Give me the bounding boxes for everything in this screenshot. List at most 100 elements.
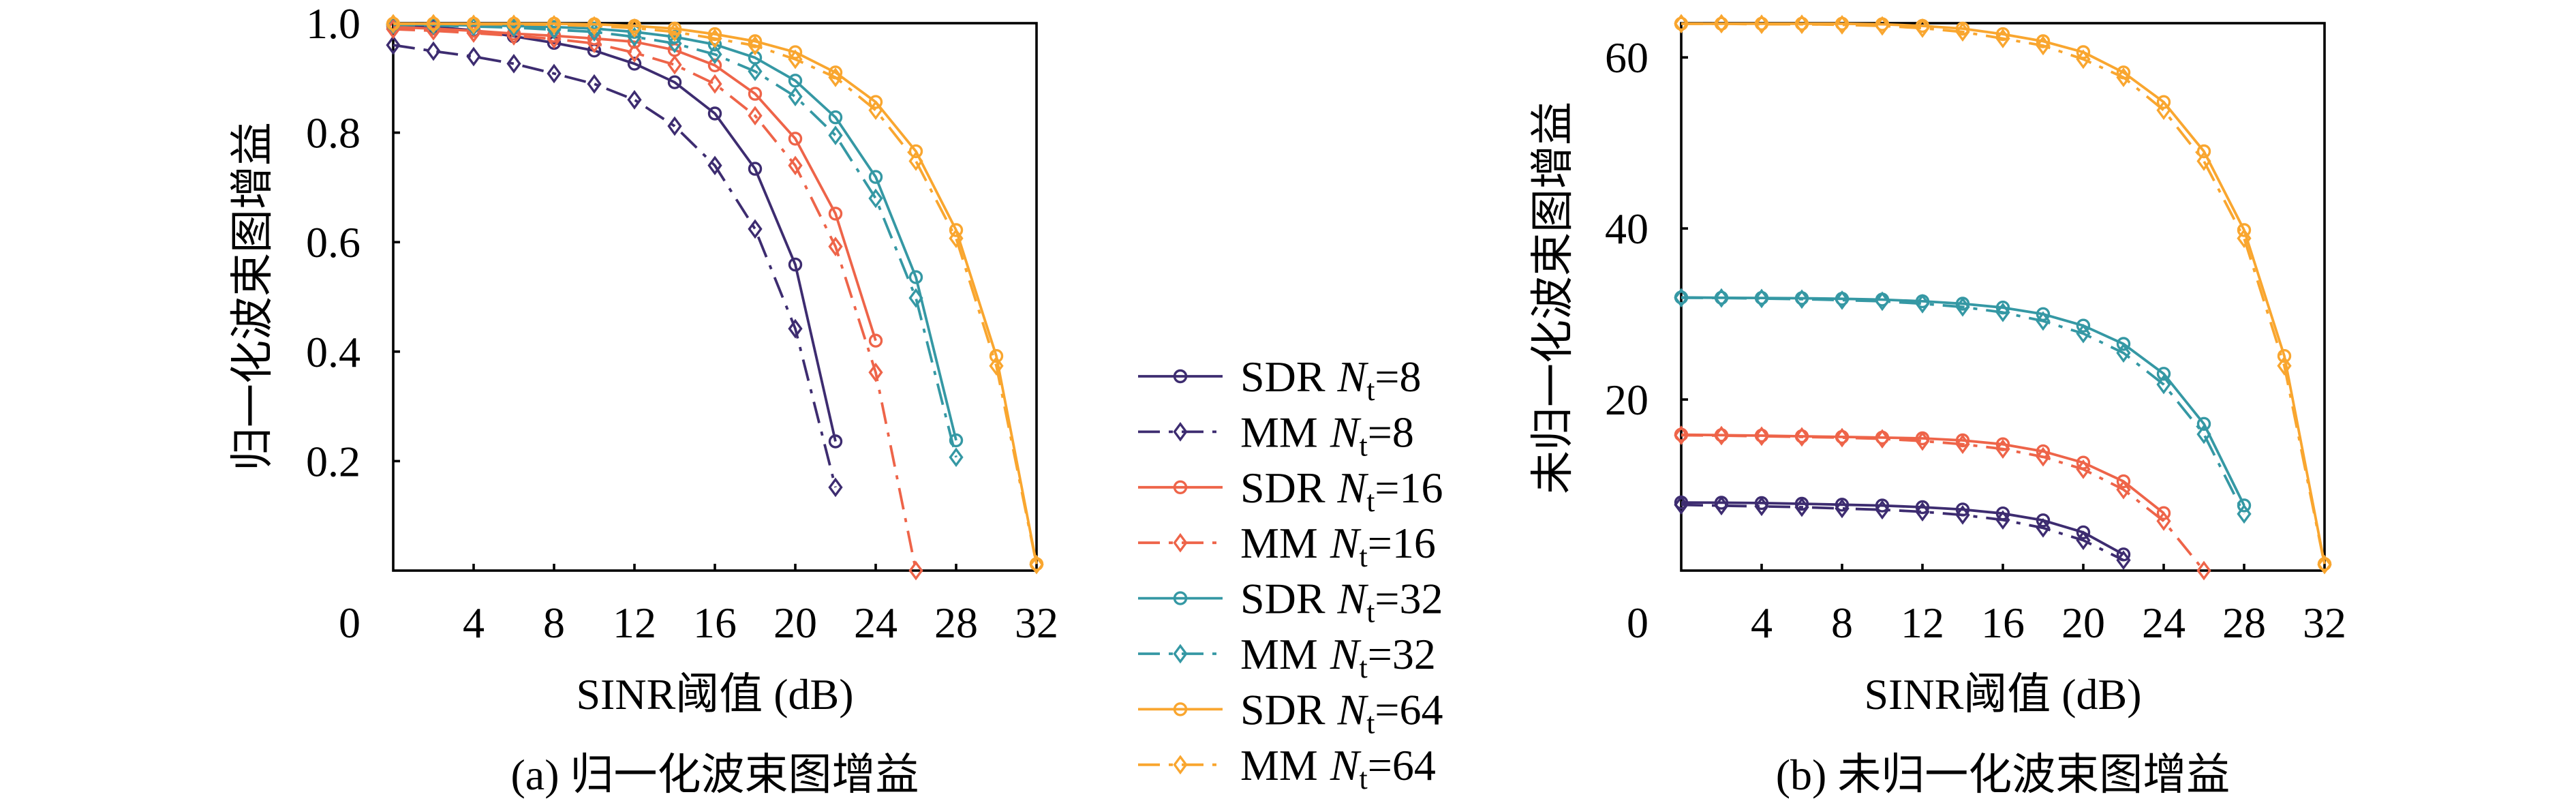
x-tick-label: 32 (1015, 599, 1058, 647)
x-tick-label: 12 (613, 599, 656, 647)
data-point-marker (1714, 496, 1729, 516)
data-point-marker (908, 151, 923, 171)
data-point-marker (1029, 554, 1044, 575)
legend-label: SDR Nt=8 (1240, 352, 1422, 407)
y-tick-label: 40 (1605, 205, 1649, 253)
y-tick-label: 60 (1605, 33, 1649, 82)
legend-equals: = (1368, 741, 1392, 789)
legend-subscript: t (1366, 485, 1375, 518)
x-tick-label: 32 (2303, 599, 2346, 647)
legend-method: MM (1240, 408, 1318, 456)
legend-label: SDR Nt=32 (1240, 575, 1443, 629)
data-point-marker (627, 43, 642, 63)
data-point-marker (1835, 427, 1850, 448)
legend-subscript: t (1366, 374, 1375, 407)
y-tick-label: 0.4 (306, 328, 361, 376)
legend-subscript: t (1360, 429, 1368, 462)
data-point-marker (2196, 417, 2211, 431)
legend-subscript: t (1360, 540, 1368, 573)
data-point-marker (2036, 513, 2051, 528)
legend-nt-value: 16 (1392, 519, 1436, 567)
data-point-marker (587, 33, 602, 54)
axes: 4 8 12 16 20 24 28 32 0.2 0.4 0.6 0.8 1.0 0 (306, 0, 1058, 647)
x-tick-label: 28 (934, 599, 978, 647)
data-point-marker (2156, 95, 2171, 109)
data-point-marker (1794, 427, 1809, 447)
data-point-marker (2076, 525, 2091, 540)
series-line (393, 23, 957, 458)
data-point-marker (2036, 518, 2051, 538)
data-point-marker (828, 237, 843, 256)
data-point-marker (707, 44, 722, 65)
data-point-marker (667, 33, 682, 54)
legend-symbol: N (1330, 741, 1362, 789)
origin-tick-label: 0 (1627, 599, 1649, 647)
data-point-marker (1754, 496, 1769, 517)
plot-area (386, 14, 1044, 581)
series-sdr-nt-8 (1674, 495, 2131, 562)
legend-method: SDR (1240, 575, 1325, 623)
data-point-marker (2156, 100, 2171, 121)
data-point-marker (466, 46, 481, 67)
data-point-marker (667, 75, 682, 89)
data-point-marker (2156, 511, 2171, 531)
legend-marker (1173, 422, 1188, 442)
legend-equals: = (1368, 630, 1392, 678)
data-point-marker (2116, 343, 2131, 363)
data-point-marker (1674, 495, 1689, 515)
data-point-marker (2196, 560, 2211, 581)
data-point-marker (1995, 439, 2010, 459)
data-point-marker (547, 63, 562, 84)
data-point-marker (2116, 337, 2131, 351)
legend-method: MM (1240, 630, 1318, 678)
legend-subscript: t (1366, 596, 1375, 629)
panel-caption: (b) 未归一化波束图增益 (1776, 751, 2230, 799)
data-point-marker (667, 116, 682, 136)
data-point-marker (1835, 15, 1850, 35)
y-tick-label: 20 (1605, 376, 1649, 424)
data-point-marker (667, 22, 682, 42)
legend-method: MM (1240, 519, 1318, 567)
legend-label: SDR Nt=64 (1240, 685, 1443, 740)
legend-entry: SDR Nt=64 (1138, 685, 1443, 740)
data-point-marker (2196, 151, 2211, 171)
data-point-marker (2076, 459, 2091, 479)
x-axis-label: SINR阈值 (dB) (1864, 670, 2141, 719)
x-axis-label: SINR阈值 (dB) (576, 670, 853, 719)
legend-nt-value: 16 (1400, 464, 1443, 512)
data-point-marker (788, 318, 803, 339)
legend-method: SDR (1240, 685, 1325, 734)
data-point-marker (788, 74, 803, 88)
legend-marker (1173, 644, 1188, 664)
data-point-marker (788, 257, 803, 272)
data-point-marker (1955, 434, 1970, 454)
data-point-marker (949, 228, 964, 248)
data-point-marker (506, 54, 521, 74)
data-point-marker (2277, 349, 2292, 363)
data-point-marker (707, 29, 722, 48)
legend-symbol: N (1330, 630, 1362, 678)
data-point-marker (748, 61, 763, 82)
data-point-marker (748, 87, 763, 101)
x-tick-label: 20 (773, 599, 817, 647)
origin-tick-label: 0 (339, 599, 361, 647)
series-line (1681, 22, 2326, 565)
series-mm-nt-16 (1674, 425, 2211, 581)
legend-entry: MM Nt=64 (1138, 741, 1436, 796)
data-point-marker (1915, 502, 1930, 522)
data-point-marker (908, 144, 923, 159)
series-mm-nt-8 (1674, 495, 2131, 571)
data-point-marker (828, 125, 843, 145)
legend-symbol: N (1330, 519, 1362, 567)
legend-marker (1173, 480, 1188, 494)
legend-marker (1173, 755, 1188, 775)
axes: 4 8 12 16 20 24 28 32 20 40 60 0 (1605, 22, 2346, 647)
y-tick-label: 0.6 (306, 218, 361, 267)
data-point-marker (1674, 425, 1689, 445)
data-point-marker (868, 362, 883, 382)
data-point-marker (1714, 14, 1729, 34)
data-point-marker (2116, 547, 2131, 562)
data-point-marker (2076, 323, 2091, 344)
data-point-marker (2036, 35, 2051, 56)
